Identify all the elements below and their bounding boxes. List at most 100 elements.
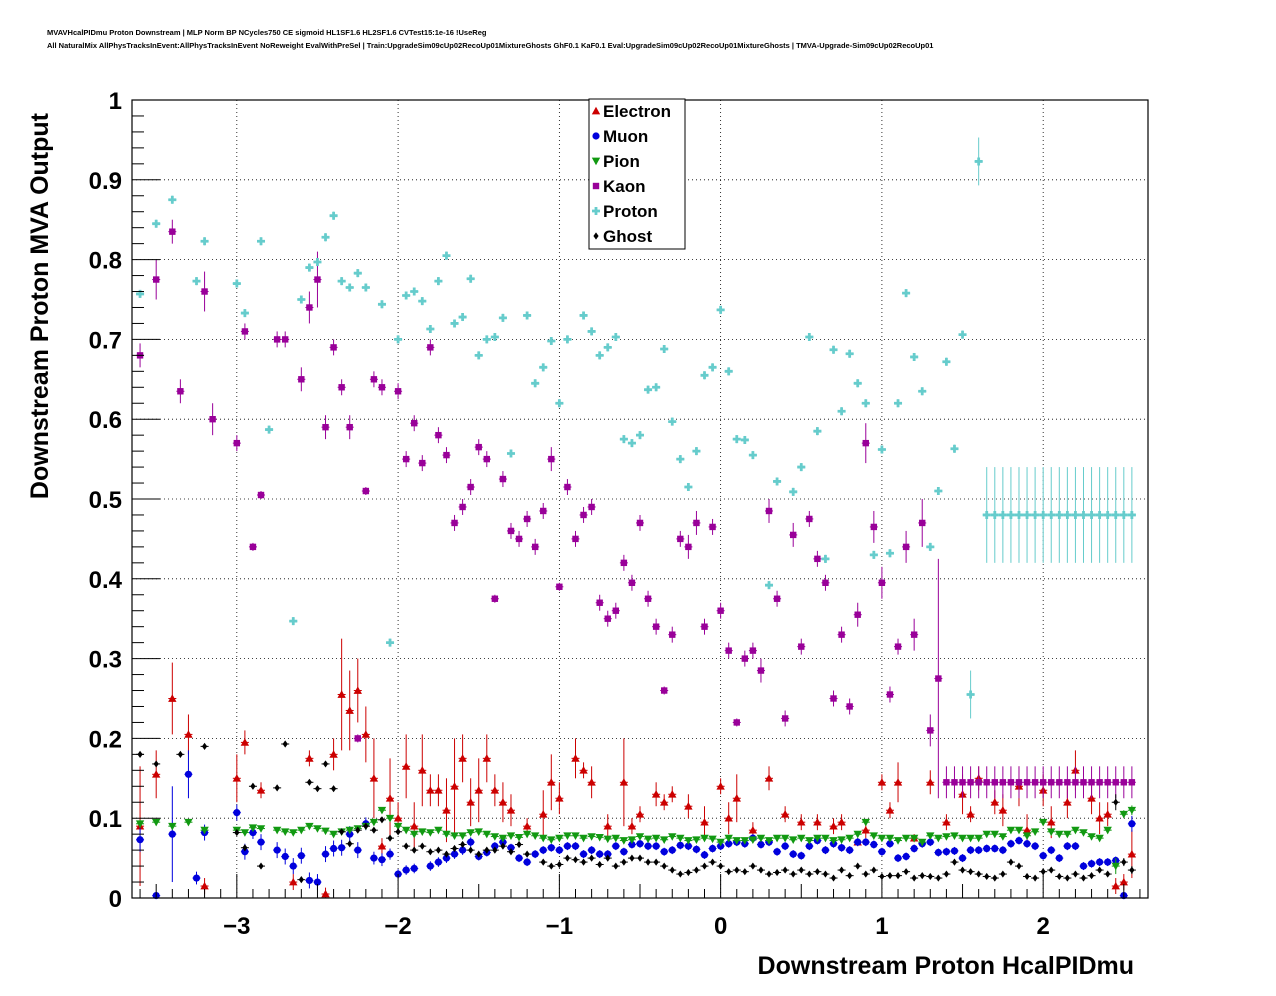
data-point-pion [909,834,919,843]
data-point-ghost [1064,874,1070,882]
data-point-electron [305,754,314,762]
data-point-pion [813,834,822,843]
data-point-pion [289,829,298,837]
data-point-electron [426,786,435,794]
data-point-kaon [685,543,692,551]
data-point-electron [256,786,266,794]
data-point-kaon [967,779,974,786]
data-point-kaon [620,559,628,567]
data-point-muon [1096,858,1104,866]
data-point-ghost [371,826,377,834]
series-proton [136,137,1136,719]
data-point-proton [587,327,596,336]
data-point-ghost [976,870,982,878]
data-point-kaon [725,647,732,654]
data-point-pion [692,836,701,844]
data-point-kaon [669,631,676,638]
data-point-muon [950,847,959,855]
data-point-ghost [597,860,603,869]
data-point-ghost [508,848,514,856]
data-point-pion [377,806,387,815]
data-point-proton [1119,510,1128,519]
data-point-pion [772,834,782,843]
data-point-muon [1079,862,1088,870]
data-point-pion [490,833,500,841]
data-point-ghost [339,828,345,836]
data-point-electron [579,766,588,774]
data-point-pion [135,820,145,828]
data-point-muon [233,809,241,817]
data-point-electron [893,778,903,786]
data-point-ghost [1105,870,1111,878]
data-point-pion [853,830,862,839]
data-point-muon [878,848,886,856]
data-point-ghost [314,785,321,793]
data-point-proton [708,363,717,372]
data-point-ghost [153,760,159,768]
data-point-muon [644,842,652,850]
data-point-kaon [515,535,523,543]
data-point-proton [748,451,757,460]
data-point-muon [837,844,846,852]
data-point-muon [281,852,289,861]
data-point-kaon [1031,779,1039,786]
data-point-electron [345,706,354,714]
data-point-electron [603,821,612,830]
data-point-pion [926,832,935,840]
data-point-pion [313,825,322,833]
data-point-proton [466,274,475,283]
data-point-muon [628,840,636,849]
data-point-proton [700,371,709,380]
data-point-electron [450,782,459,790]
data-point-muon [555,846,563,854]
data-point-electron [1063,798,1072,806]
data-point-ghost [282,740,288,748]
data-point-kaon [507,527,515,535]
x-tick-label: −2 [384,913,411,940]
data-point-proton [845,349,854,358]
data-point-kaon [338,384,345,391]
data-point-kaon [1080,779,1087,786]
data-point-electron [684,802,693,810]
data-point-proton [337,277,346,286]
data-point-electron [942,817,951,826]
data-point-kaon [427,344,434,351]
data-point-muon [329,844,338,853]
data-point-proton [579,311,588,320]
data-point-pion [571,832,580,840]
data-point-pion [998,833,1008,841]
data-point-pion [1022,832,1032,840]
data-point-pion [595,833,604,842]
data-point-kaon [1015,779,1023,786]
data-point-proton [789,487,798,496]
data-point-pion [1055,830,1064,839]
data-point-muon [700,851,709,859]
data-point-pion [442,830,451,839]
legend-marker-ghost [593,232,599,240]
data-point-ghost [621,858,627,866]
legend-marker-muon [592,132,600,140]
data-point-proton [329,211,338,220]
data-point-kaon [741,655,749,662]
data-point-electron [385,794,395,802]
data-point-kaon [830,695,837,702]
data-point-ghost [403,842,409,850]
data-point-muon [434,858,443,866]
data-point-proton [474,351,483,360]
data-point-proton [765,581,774,590]
data-point-pion [716,838,725,847]
data-point-proton [869,550,878,559]
data-point-ghost [943,870,950,878]
data-point-pion [1119,810,1129,819]
data-point-pion [297,826,306,835]
data-point-ghost [500,842,506,850]
data-point-pion [651,834,661,843]
data-point-proton [506,449,515,458]
data-point-kaon [1096,779,1103,786]
data-point-muon [1128,820,1136,828]
data-point-proton [668,417,677,426]
data-point-ghost [822,870,829,878]
data-point-ghost [1088,872,1095,880]
data-point-ghost [726,868,732,876]
data-point-proton [998,510,1007,519]
